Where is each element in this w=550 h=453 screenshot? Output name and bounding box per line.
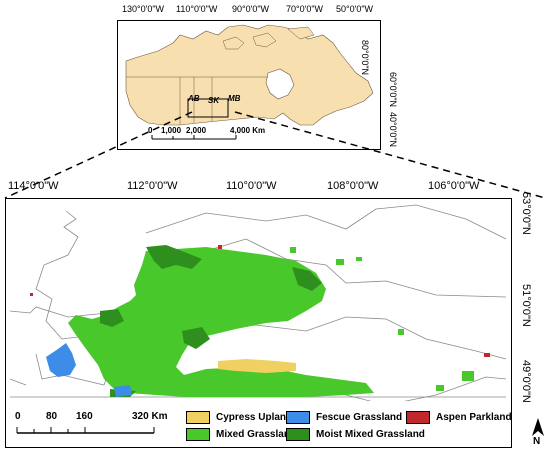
legend-swatch <box>286 428 310 441</box>
main-lon-108: 108°0'0"W <box>327 180 379 192</box>
legend-label: Fescue Grassland <box>316 412 403 423</box>
aspen-parkland-patch <box>30 293 33 296</box>
main-lon-114: 114°0'0"W <box>8 180 59 192</box>
hudson-bay <box>265 68 295 100</box>
legend-item-moist-mixed-grassland: Moist Mixed Grassland <box>286 428 425 441</box>
main-scale-0: 0 <box>15 411 21 422</box>
aspen-parkland-patch <box>218 245 222 249</box>
main-scale-160: 160 <box>76 411 93 422</box>
main-lon-112: 112°0'0"W <box>127 180 178 192</box>
legend-item-mixed-grassland: Mixed Grassland <box>186 428 296 441</box>
legend-label: Aspen Parkland <box>436 412 512 423</box>
fescue-grassland-region <box>46 343 76 377</box>
north-arrow-label: N <box>533 436 541 447</box>
label-mb: MB <box>228 94 241 103</box>
main-lat-51: 51°0'0"N <box>520 284 532 327</box>
legend-item-cypress-upland: Cypress Upland <box>186 411 292 424</box>
inset-lon-90: 90°0'0"W <box>232 4 270 14</box>
inset-lon-70: 70°0'0"W <box>286 4 324 14</box>
moist-mixed-grassland-central <box>182 327 210 349</box>
inset-scale-1000: 1,000 <box>161 126 182 135</box>
label-sk: SK <box>208 96 220 105</box>
inset-map: AB SK MB 0 1,000 2,000 4,000 Km <box>125 24 374 140</box>
main-lon-110: 110°0'0"W <box>226 180 277 192</box>
main-lat-49: 49°0'0"N <box>520 360 532 403</box>
inset-map-frame: AB SK MB 0 1,000 2,000 4,000 Km <box>117 20 381 150</box>
moist-mixed-grassland-east <box>292 267 322 291</box>
main-scale-320: 320 Km <box>132 411 168 422</box>
legend-swatch <box>286 411 310 424</box>
moist-mixed-grassland-west <box>100 309 124 327</box>
main-map-frame: 0 80 160 320 Km Cypress Upland Fescue Gr… <box>5 198 512 448</box>
mixed-grassland-region <box>68 247 374 397</box>
main-map <box>9 204 507 406</box>
inset-lon-130: 130°0'0"W <box>122 4 165 14</box>
cypress-upland-region <box>218 359 296 373</box>
fescue-grassland-south <box>114 385 132 397</box>
legend-item-aspen-parkland: Aspen Parkland <box>406 411 512 424</box>
inset-lon-110: 110°0'0"W <box>176 4 218 14</box>
arctic-islands <box>222 26 315 50</box>
legend-swatch <box>186 428 210 441</box>
legend-swatch <box>406 411 430 424</box>
legend-swatch <box>186 411 210 424</box>
inset-scale-2000: 2,000 <box>186 126 207 135</box>
legend-label: Mixed Grassland <box>216 429 297 440</box>
main-scale-bar <box>16 427 155 434</box>
legend <box>6 401 511 447</box>
main-lat-53: 53°0'0"N <box>520 192 532 235</box>
study-area-box <box>187 98 229 118</box>
main-lon-106: 106°0'0"W <box>428 180 480 192</box>
inset-lon-50: 50°0'0"W <box>336 4 374 14</box>
inset-scale-bar <box>151 135 237 140</box>
legend-label: Moist Mixed Grassland <box>316 429 425 440</box>
main-scale-80: 80 <box>46 411 58 422</box>
inset-scale-0: 0 <box>148 126 153 135</box>
aspen-parkland-patch <box>484 353 490 357</box>
north-arrow-icon <box>532 418 544 436</box>
scattered-grassland-pixels <box>290 247 474 391</box>
moist-mixed-grassland-north <box>146 245 202 269</box>
inset-scale-4000: 4,000 Km <box>230 126 265 135</box>
label-ab: AB <box>187 94 200 103</box>
legend-item-fescue-grassland: Fescue Grassland <box>286 411 402 424</box>
legend-label: Cypress Upland <box>216 412 293 423</box>
